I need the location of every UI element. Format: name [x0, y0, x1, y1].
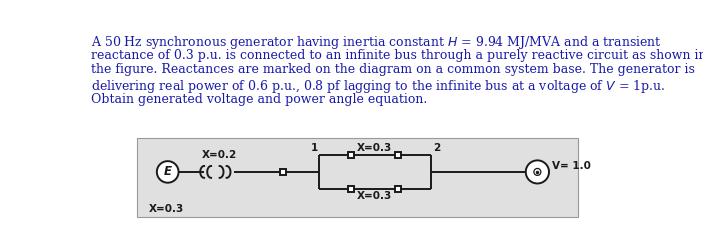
Text: A 50 Hz synchronous generator having inertia constant $H$ = 9.94 MJ/MVA and a tr: A 50 Hz synchronous generator having ine… [91, 34, 662, 51]
Text: X=0.3: X=0.3 [148, 204, 183, 213]
Bar [136, 138, 579, 216]
Bar [395, 186, 401, 192]
Text: reactance of 0.3 p.u. is connected to an infinite bus through a purely reactive : reactance of 0.3 p.u. is connected to an… [91, 49, 703, 62]
Text: 2: 2 [434, 143, 441, 153]
Text: X=0.2: X=0.2 [202, 150, 237, 160]
Text: X=0.3: X=0.3 [357, 191, 392, 201]
Text: Obtain generated voltage and power angle equation.: Obtain generated voltage and power angle… [91, 93, 427, 106]
Bar [395, 152, 401, 158]
Text: V= 1.0: V= 1.0 [552, 161, 591, 171]
Text: X=0.3: X=0.3 [357, 143, 392, 153]
Text: E: E [164, 165, 172, 178]
Text: the figure. Reactances are marked on the diagram on a common system base. The ge: the figure. Reactances are marked on the… [91, 63, 695, 76]
Circle shape [526, 160, 549, 183]
Text: delivering real power of 0.6 p.u., 0.8 pf lagging to the infinite bus at a volta: delivering real power of 0.6 p.u., 0.8 p… [91, 78, 665, 95]
Text: 1: 1 [311, 143, 318, 153]
Bar [348, 186, 354, 192]
Bar [280, 169, 286, 175]
Circle shape [157, 161, 179, 183]
Bar [348, 152, 354, 158]
Circle shape [534, 168, 541, 175]
